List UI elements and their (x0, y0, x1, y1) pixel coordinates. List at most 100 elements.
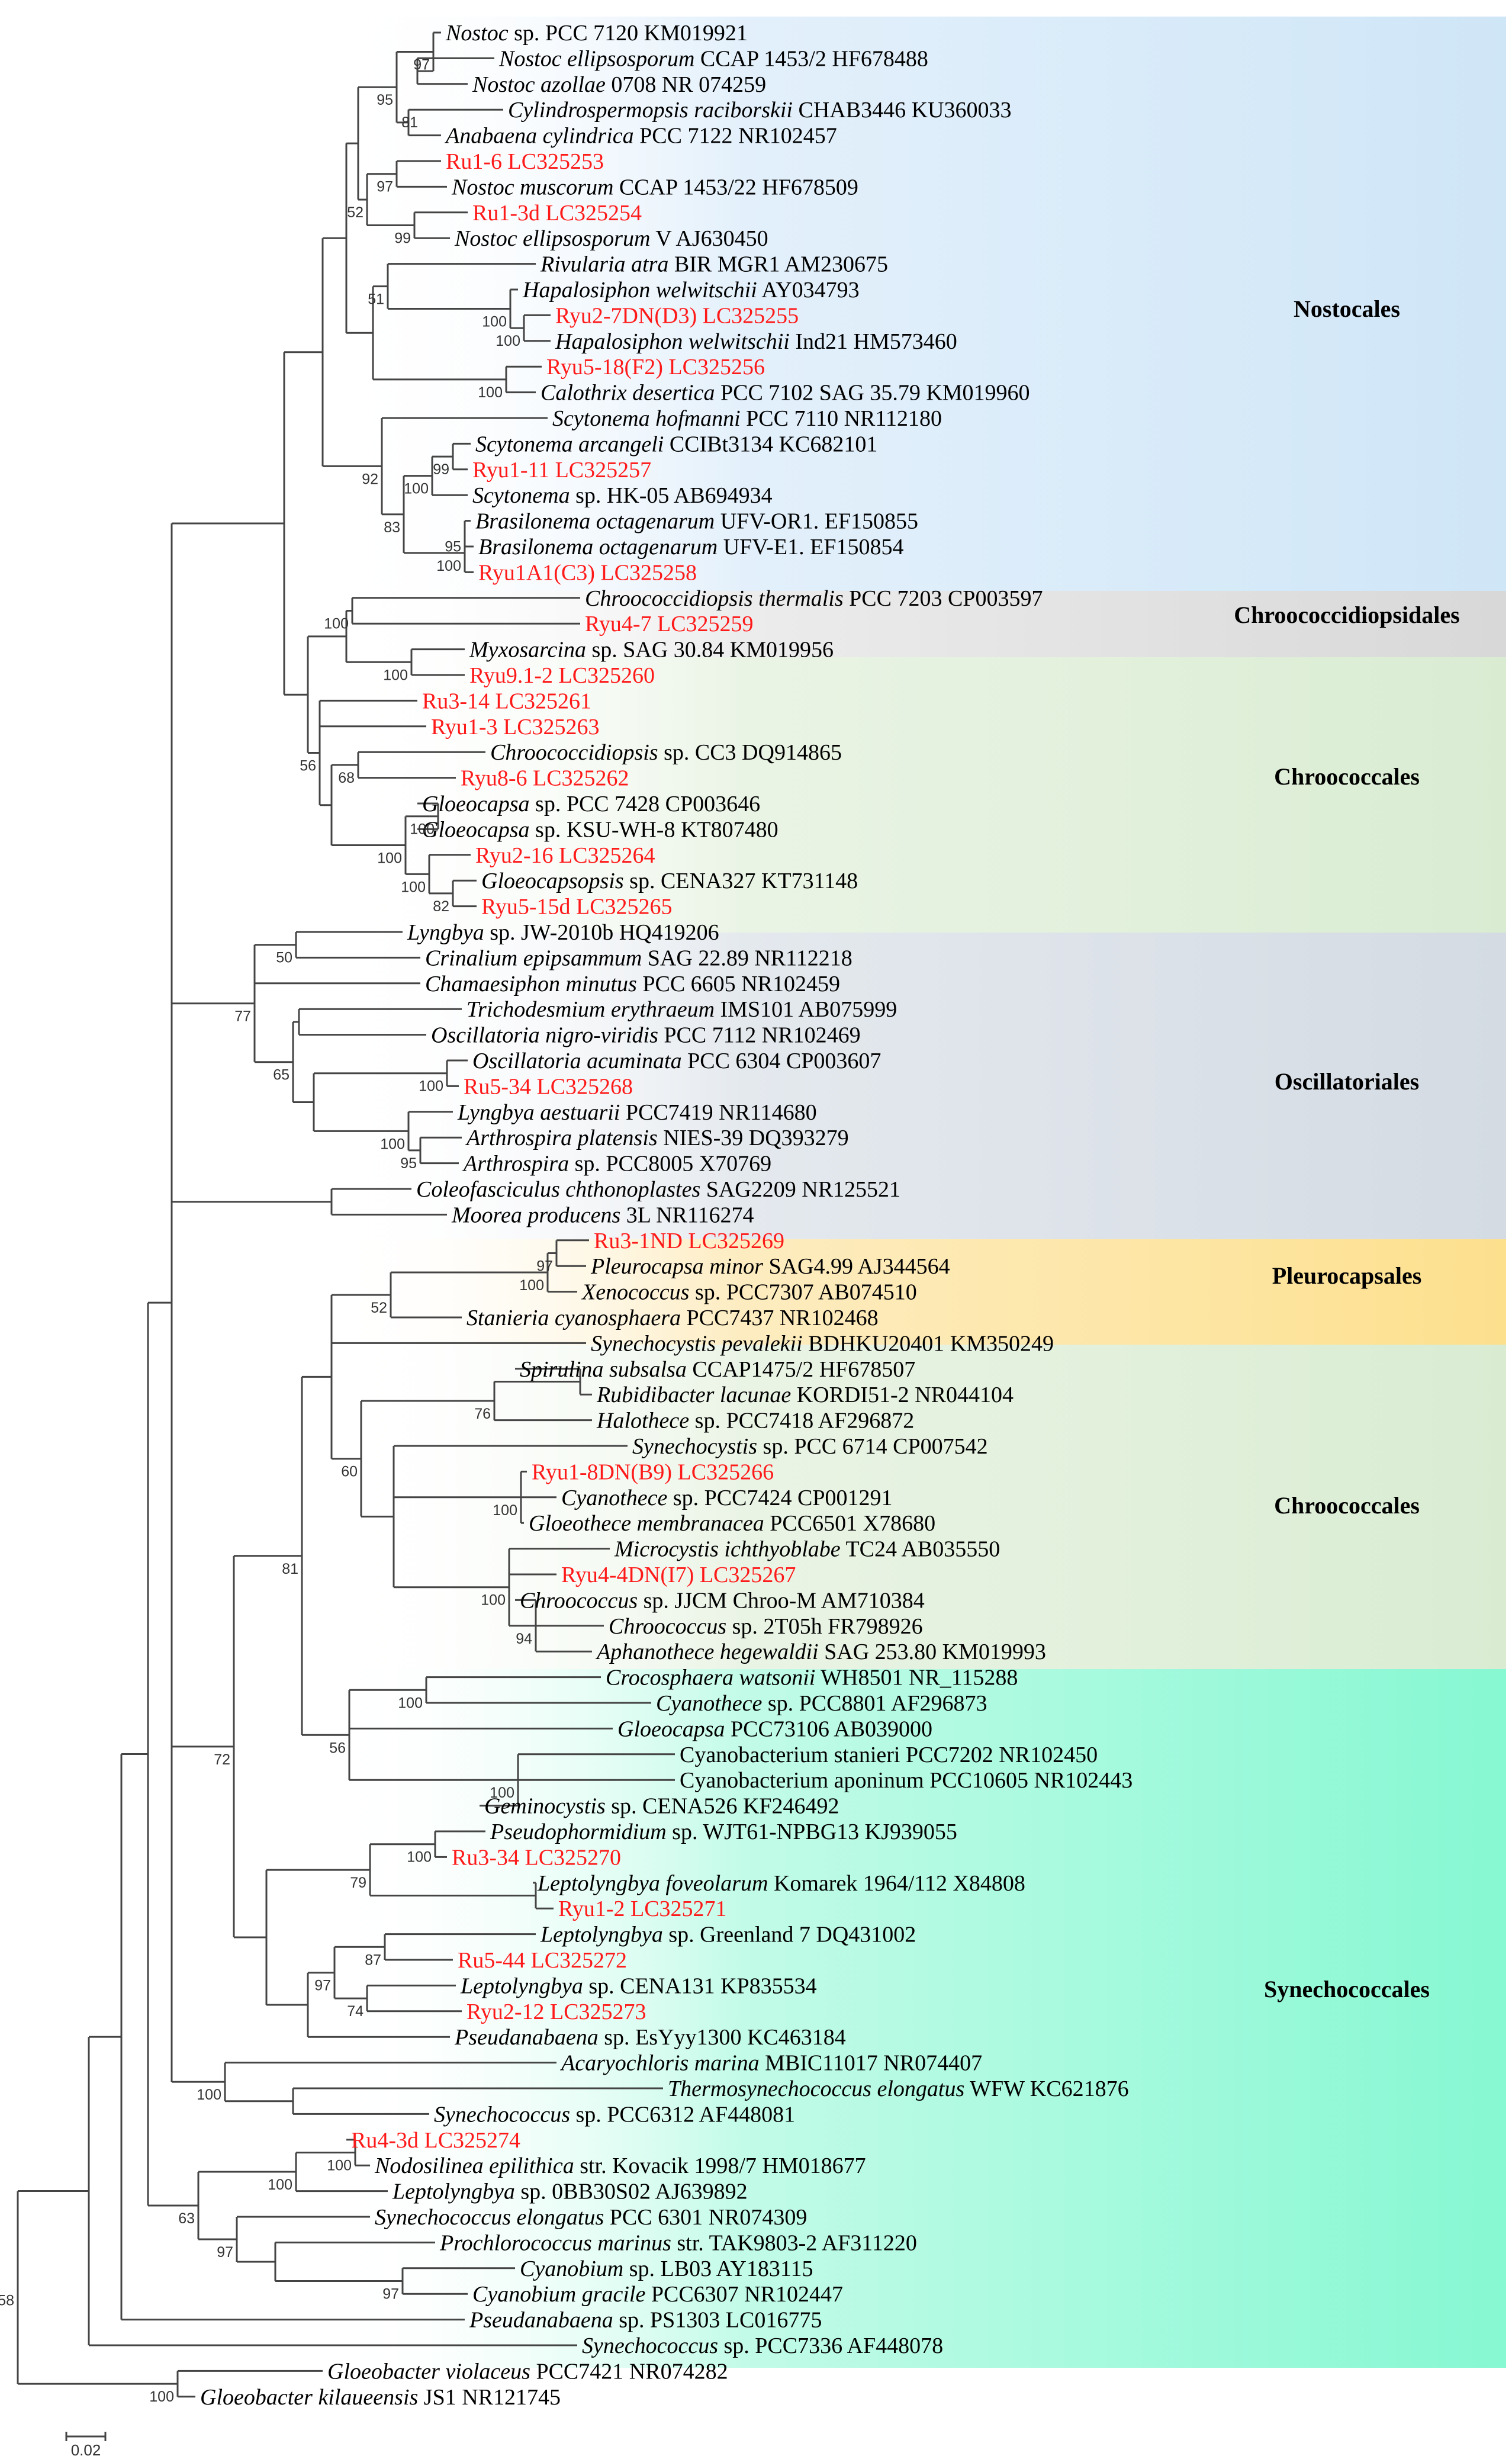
order-label: Synechococcales (1264, 1976, 1430, 2002)
taxon-label: Cyanothece sp. PCC7424 CP001291 (561, 1486, 892, 1510)
taxon-strain-accession: CCAP 1453/2 HF678488 (694, 46, 928, 71)
taxon-label: Gloeocapsopsis sp. CENA327 KT731148 (481, 869, 858, 893)
taxon-label: Nostoc ellipsosporum V AJ630450 (454, 226, 768, 251)
taxon-strain-accession: Ryu4-7 LC325259 (585, 612, 754, 636)
taxon-label: Synechococcus elongatus PCC 6301 NR07430… (375, 2205, 807, 2230)
taxon-genus-species: Synechocystis (632, 1434, 757, 1459)
taxon-label: Cyanothece sp. PCC8801 AF296873 (656, 1691, 987, 1716)
taxon-genus-species: Lyngbya (407, 920, 484, 945)
taxon-label: Ryu9.1-2 LC325260 (469, 663, 655, 688)
taxon-label: Anabaena cylindrica PCC 7122 NR102457 (444, 124, 837, 149)
taxon-strain-accession: sp. PCC 7120 KM019921 (509, 21, 748, 46)
taxon-strain-accession: sp. PCC8801 AF296873 (762, 1691, 987, 1716)
taxon-genus-species: Scytonema (472, 483, 570, 508)
taxon-strain-accession: PCC6307 NR102447 (645, 2282, 843, 2307)
taxon-strain-accession: WFW KC621876 (964, 2076, 1128, 2101)
bootstrap-value: 97 (377, 179, 393, 195)
taxon-strain-accession: WH8501 NR_115288 (815, 1666, 1018, 1690)
bootstrap-value: 94 (516, 1631, 532, 1647)
taxon-label: Ru5-44 LC325272 (458, 1948, 627, 1973)
bootstrap-value: 99 (394, 230, 411, 247)
taxon-label: Ru3-1ND LC325269 (594, 1229, 784, 1253)
taxon-genus-species: Lyngbya aestuarii (457, 1100, 620, 1125)
taxon-strain-accession: Ryu5-15d LC325265 (481, 895, 673, 920)
taxon-genus-species: Arthrospira (462, 1152, 569, 1176)
taxon-strain-accession: Ru4-3d LC325274 (351, 2128, 520, 2153)
taxon-label: Hapalosiphon welwitschii Ind21 HM573460 (555, 329, 957, 354)
band-chroococcales-1 (332, 657, 1506, 933)
bootstrap-value: 65 (273, 1067, 289, 1084)
taxon-strain-accession: BIR MGR1 AM230675 (668, 252, 888, 277)
taxon-label: Nostoc azollae 0708 NR 074259 (472, 72, 766, 97)
taxon-label: Halothece sp. PCC7418 AF296872 (596, 1409, 914, 1433)
taxon-strain-accession: Ru3-1ND LC325269 (594, 1229, 784, 1253)
band-synechococcales (332, 1669, 1506, 2368)
taxon-strain-accession: V AJ630450 (650, 226, 768, 251)
taxon-genus-species: Coleofasciculus chthonoplastes (416, 1177, 700, 1202)
bootstrap-value: 100 (404, 481, 429, 497)
taxon-label: Calothrix desertica PCC 7102 SAG 35.79 K… (541, 381, 1030, 406)
taxon-genus-species: Gloeocapsa (617, 1716, 725, 1741)
taxon-label: Gloeocapsa sp. KSU-WH-8 KT807480 (422, 817, 778, 842)
taxon-strain-accession: sp. PS1303 LC016775 (613, 2308, 822, 2333)
taxon-strain-accession: PCC 6605 NR102459 (637, 972, 840, 996)
bootstrap-value: 81 (401, 114, 418, 131)
taxon-label: Spirulina subsalsa CCAP1475/2 HF678507 (520, 1357, 915, 1382)
taxon-label: Pseudanabaena sp. EsYyy1300 KC463184 (454, 2025, 846, 2050)
taxon-genus-species: Gloeobacter violaceus (327, 2359, 530, 2384)
taxon-label: Chroococcidiopsis sp. CC3 DQ914865 (490, 740, 842, 765)
order-label: Nostocales (1294, 295, 1400, 322)
bootstrap-value: 97 (314, 1978, 331, 1994)
taxon-genus-species: Thermosynechococcus elongatus (668, 2076, 964, 2101)
taxon-label: Gloeothece membranacea PCC6501 X78680 (529, 1511, 935, 1536)
bootstrap-value: 51 (368, 291, 384, 308)
taxon-genus-species: Rubidibacter lacunae (596, 1383, 791, 1407)
taxon-strain-accession: sp. PCC 6714 CP007542 (757, 1434, 988, 1459)
taxon-strain-accession: sp. WJT61-NPBG13 KJ939055 (667, 1820, 957, 1844)
taxon-genus-species: Gloeocapsa (422, 817, 530, 842)
taxon-strain-accession: BDHKU20401 KM350249 (803, 1331, 1054, 1356)
taxon-label: Scytonema arcangeli CCIBt3134 KC682101 (475, 432, 877, 457)
taxon-label: Hapalosiphon welwitschii AY034793 (522, 278, 860, 303)
taxon-genus-species: Nostoc azollae (472, 72, 606, 97)
taxon-strain-accession: sp. SAG 30.84 KM019956 (586, 638, 834, 663)
taxon-strain-accession: SAG 253.80 KM019993 (819, 1640, 1046, 1664)
taxon-label: Chroococcus sp. JJCM Chroo-M AM710384 (520, 1588, 925, 1613)
bootstrap-value: 100 (493, 1502, 517, 1519)
bootstrap-value: 60 (341, 1464, 358, 1480)
taxon-strain-accession: Ryu2-7DN(D3) LC325255 (555, 303, 799, 328)
taxon-genus-species: Gloeocapsa (422, 792, 530, 816)
taxon-genus-species: Aphanothece hegewaldii (595, 1640, 819, 1664)
taxon-strain-accession: NIES-39 DQ393279 (658, 1126, 849, 1150)
bootstrap-value: 95 (377, 92, 393, 108)
taxon-strain-accession: sp. 0BB30S02 AJ639892 (515, 2179, 748, 2204)
bootstrap-value: 100 (383, 667, 408, 683)
taxon-label: Ryu2-12 LC325273 (467, 1999, 646, 2024)
taxon-label: Chroococcidiopsis thermalis PCC 7203 CP0… (585, 586, 1043, 611)
bootstrap-values: 9781959752995110010010099100929583100100… (0, 57, 553, 2406)
taxon-genus-species: Anabaena cylindrica (444, 124, 634, 149)
taxon-label: Scytonema hofmanni PCC 7110 NR112180 (552, 406, 942, 431)
taxon-strain-accession: sp. KSU-WH-8 KT807480 (530, 817, 778, 842)
taxon-label: Ryu5-15d LC325265 (481, 895, 673, 920)
taxon-genus-species: Cyanobium (520, 2256, 623, 2281)
taxon-strain-accession: sp. CENA526 KF246492 (606, 1794, 839, 1819)
bootstrap-value: 76 (474, 1406, 491, 1422)
bootstrap-value: 77 (234, 1008, 251, 1025)
taxon-label: Ryu1-3 LC325263 (431, 715, 600, 740)
taxon-label: Microcystis ichthyoblabe TC24 AB035550 (614, 1537, 1000, 1562)
bootstrap-value: 100 (268, 2177, 292, 2193)
taxon-genus-species: Geminocystis (484, 1794, 606, 1819)
taxon-strain-accession: AY034793 (757, 278, 860, 303)
taxon-label: Cyanobium gracile PCC6307 NR102447 (472, 2282, 843, 2307)
taxon-strain-accession: PCC7419 NR114680 (620, 1100, 816, 1125)
taxon-genus-species: Pseudophormidium (490, 1820, 667, 1844)
taxon-label: Leptolyngbya sp. CENA131 KP835534 (460, 1973, 817, 1998)
taxon-strain-accession: PCC 6301 NR074309 (604, 2205, 807, 2230)
taxon-label: Ru1-6 LC325253 (446, 149, 604, 174)
taxon-genus-species: Nostoc ellipsosporum (454, 226, 650, 251)
taxon-label: Ryu1-8DN(B9) LC325266 (532, 1460, 774, 1484)
taxon-strain-accession: Ru3-14 LC325261 (422, 689, 591, 713)
bootstrap-value: 100 (327, 2158, 352, 2174)
taxon-genus-species: Leptolyngbya (392, 2179, 515, 2204)
